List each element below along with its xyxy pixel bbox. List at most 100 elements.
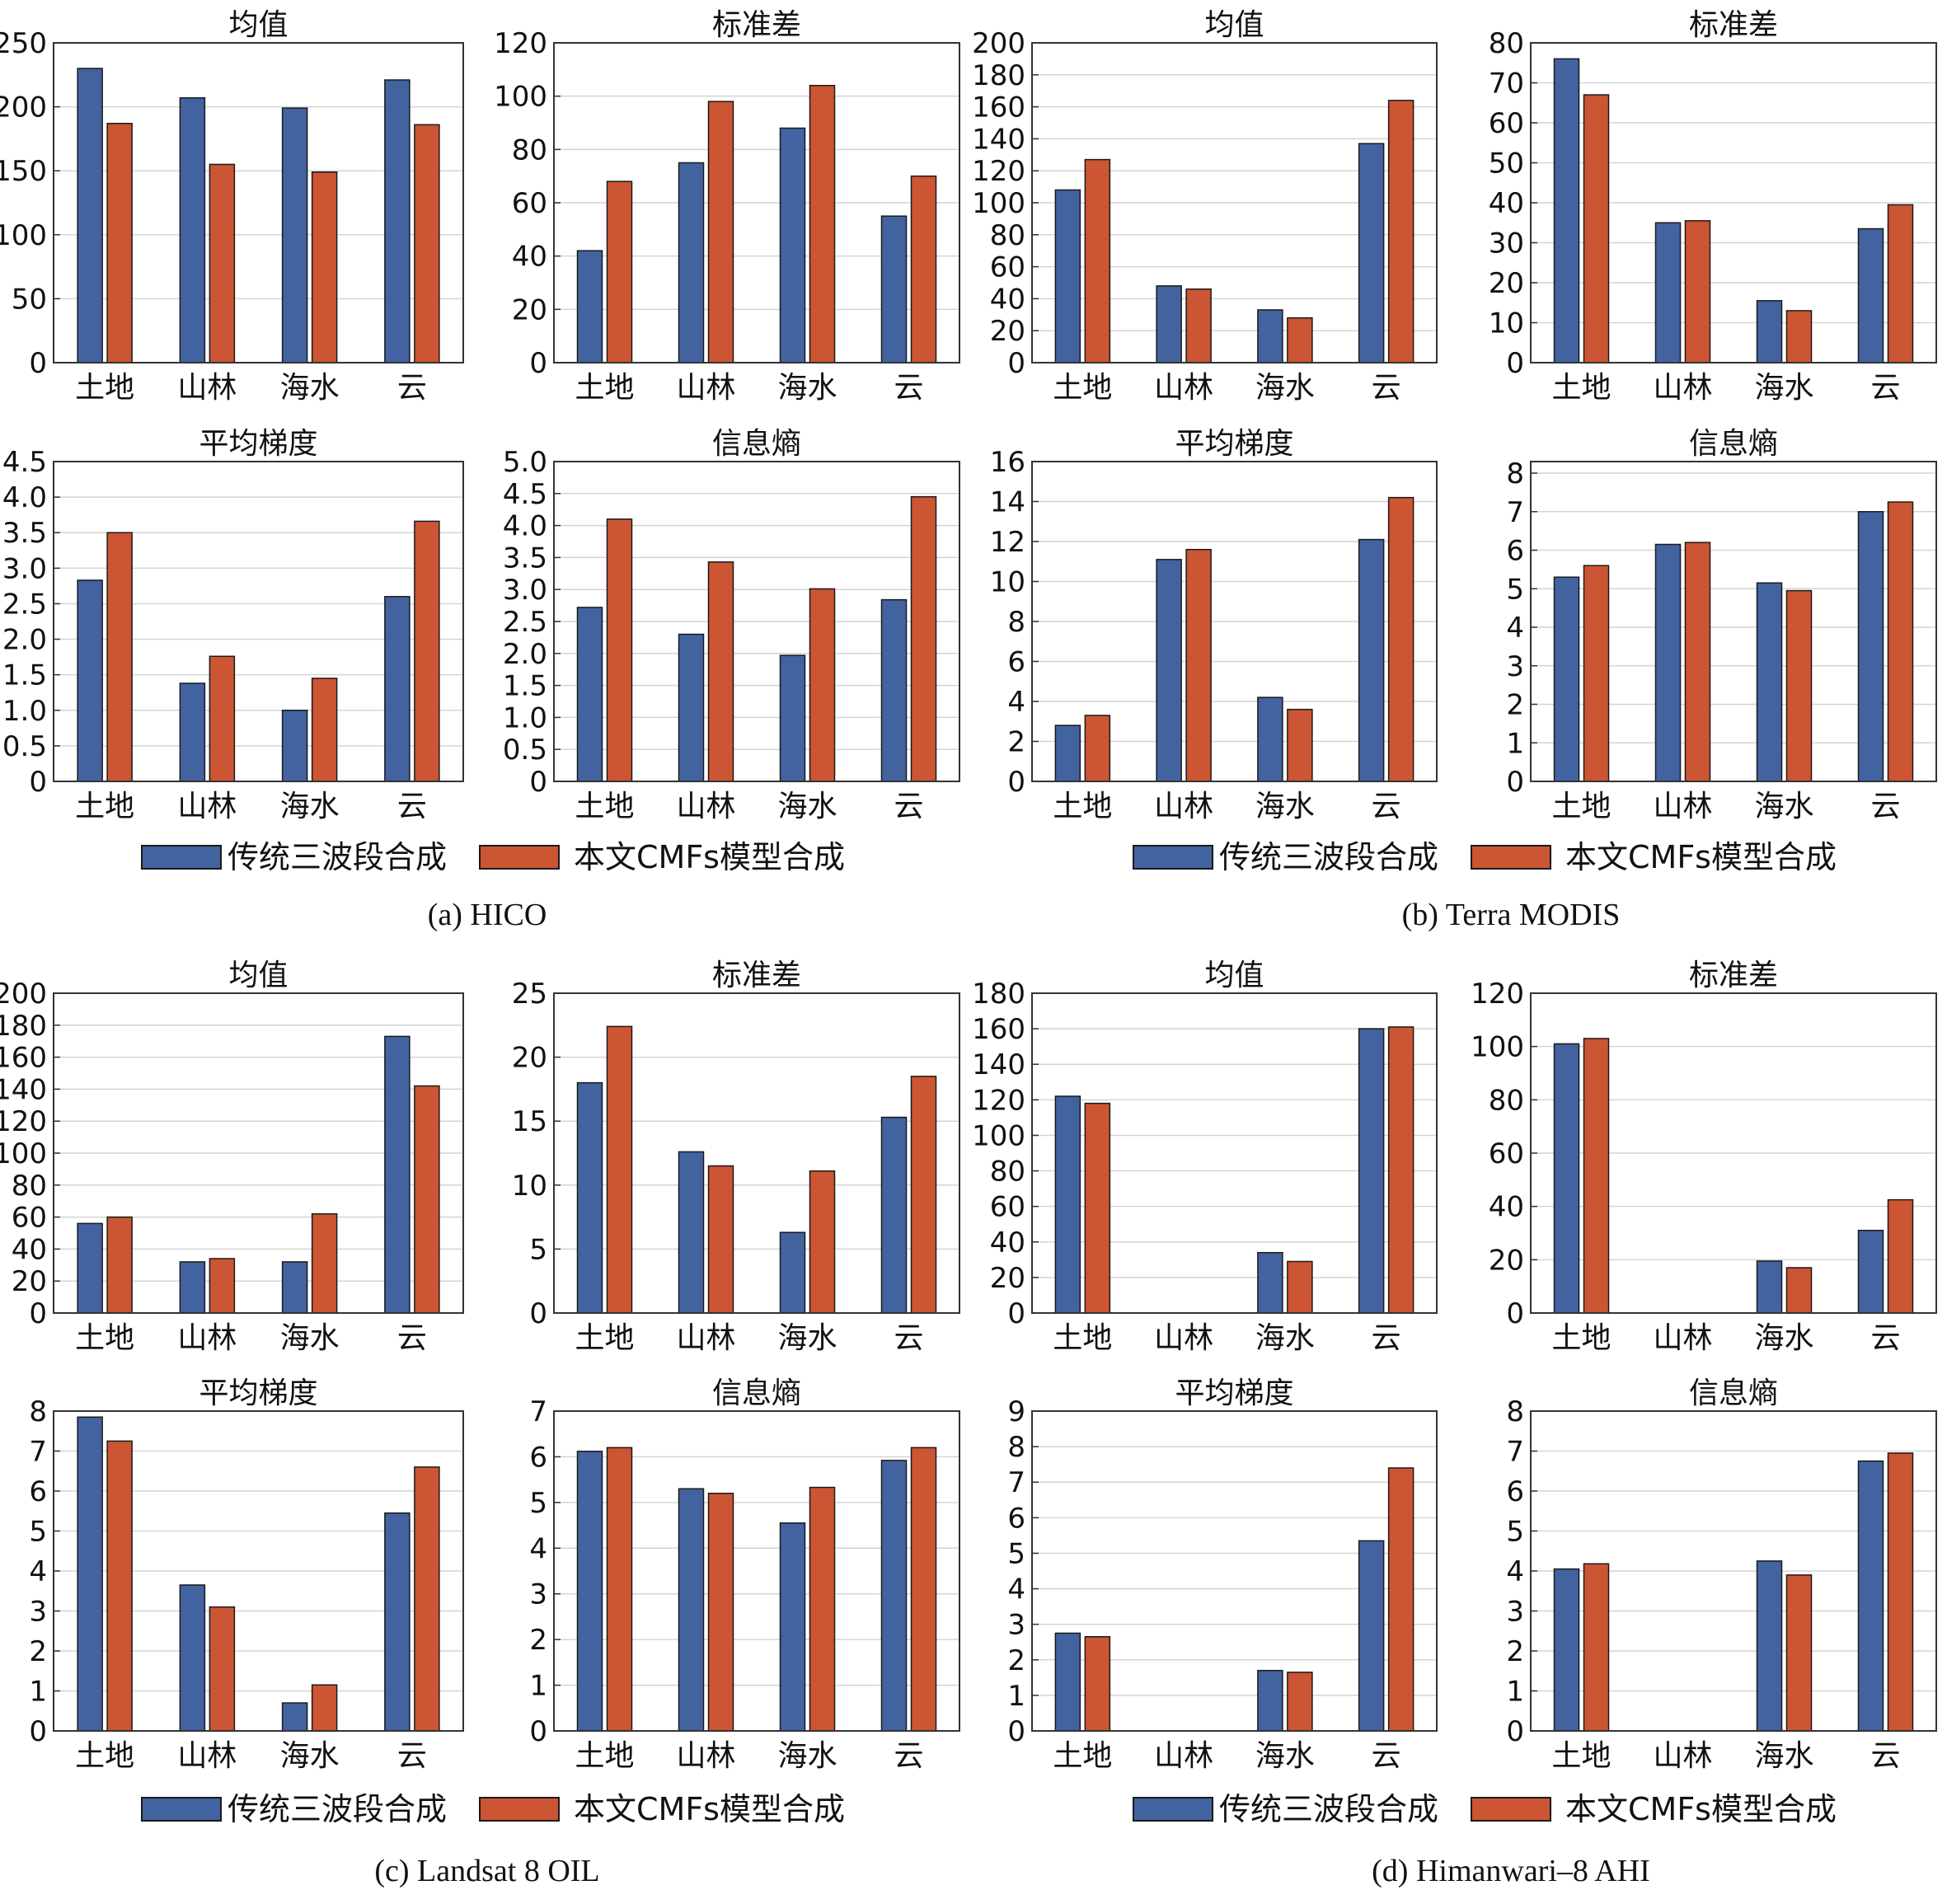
y-tick-label: 0 [529,766,547,799]
chart-title: 平均梯度 [1175,427,1293,461]
y-tick-label: 200 [972,27,1025,60]
y-tick-label: 3 [1506,1596,1524,1629]
bar-cmf [1887,1198,1914,1314]
bar-traditional [678,1151,705,1314]
bar-traditional [77,579,103,782]
bar-traditional [281,107,308,363]
bar-cmf [106,123,133,363]
y-tick-label: 4 [29,1555,47,1588]
y-tick-label: 80 [990,1156,1025,1189]
x-tick-label: 土地 [1053,1739,1112,1773]
x-tick-label: 云 [397,790,427,823]
legend: 传统三波段合成 本文CMFs模型合成 [1133,1791,1837,1827]
y-tick-label: 0 [1506,766,1524,799]
x-tick-label: 土地 [575,1321,634,1355]
x-tick-label: 海水 [777,1321,837,1355]
bar-cmf [1785,1267,1813,1314]
bar-cmf [707,101,734,363]
legend-swatch-traditional [1133,845,1213,870]
chart-13: 信息熵 0 1 2 3 4 5 6 7 土地 山林 海水 云 [529,1376,960,1773]
bar-cmf [606,181,633,363]
y-tick-label: 4 [1506,1555,1524,1588]
plot-frame [553,42,960,363]
y-tick-label: 2 [29,1635,47,1668]
chart-title: 标准差 [1689,8,1778,42]
plot-frame [1530,42,1937,363]
chart-9: 标准差 0 5 10 15 20 25 土地 山林 海水 云 [512,959,960,1355]
plot-frame [53,461,464,782]
y-tick-label: 9 [1007,1395,1025,1428]
bar-traditional [1358,538,1385,782]
x-tick-label: 海水 [777,1739,837,1773]
y-tick-label: 80 [990,219,1025,252]
y-tick-label: 20 [512,1042,547,1075]
y-tick-label: 6 [29,1475,47,1508]
bar-traditional [1358,143,1385,363]
legend-swatch-cmf [479,1797,560,1822]
y-tick-label: 1 [529,1670,547,1703]
y-tick-label: 0 [29,1297,47,1330]
y-tick-label: 1 [1506,1676,1524,1709]
bar-traditional [1857,1230,1884,1314]
plot-frame [1031,992,1438,1314]
y-tick-label: 1 [1506,727,1524,760]
chart-title: 平均梯度 [199,1376,317,1410]
legend-label-traditional: 传统三波段合成 [228,839,447,875]
plot-frame [1530,992,1937,1314]
x-tick-label: 土地 [75,1739,134,1773]
bar-cmf [1583,1563,1610,1732]
y-tick-label: 4.0 [503,510,547,543]
bar-traditional [880,1460,908,1732]
bar-cmf [1084,1102,1111,1314]
y-tick-label: 5 [529,1487,547,1520]
x-tick-label: 山林 [177,1321,237,1355]
y-tick-label: 1.0 [2,695,47,728]
bar-cmf [1084,715,1111,782]
y-tick-label: 1.5 [2,659,47,692]
y-tick-label: 2 [1506,689,1524,722]
x-tick-label: 土地 [575,1739,634,1773]
chart-6: 平均梯度 0 2 4 6 8 10 12 14 16 土地 山林 海水 云 [990,427,1438,823]
bar-traditional [779,1522,806,1732]
bar-traditional [1257,1251,1283,1314]
y-tick-label: 0 [29,1715,47,1748]
y-tick-label: 40 [990,283,1025,316]
y-tick-label: 3 [529,1578,547,1611]
bar-traditional [1756,300,1783,363]
y-tick-label: 2 [1506,1635,1524,1668]
y-tick-label: 40 [512,241,547,274]
y-tick-label: 40 [1489,187,1524,220]
chart-title: 平均梯度 [199,427,317,461]
x-tick-label: 山林 [1653,790,1712,823]
y-tick-label: 0 [1506,1297,1524,1330]
y-tick-label: 100 [494,81,547,114]
y-tick-label: 70 [1489,68,1524,101]
bar-cmf [1583,565,1610,782]
bar-cmf [1387,1467,1415,1732]
y-tick-label: 8 [1007,606,1025,639]
bar-cmf [1387,496,1415,782]
panel-caption: (b) Terra MODIS [1402,898,1621,932]
bar-traditional [179,682,206,782]
y-tick-label: 1 [1007,1680,1025,1713]
x-tick-label: 山林 [1154,371,1213,405]
chart-1: 标准差 0 20 40 60 80 100 120 土地 山林 海水 云 [494,8,960,405]
y-tick-label: 4.0 [2,481,47,514]
x-tick-label: 土地 [1551,371,1611,405]
chart-11: 标准差 0 20 40 60 80 100 120 土地 山林 海水 云 [1471,959,1937,1355]
bar-cmf [1887,1452,1914,1732]
bar-cmf [1887,501,1914,782]
bar-traditional [1553,58,1580,363]
y-tick-label: 180 [972,59,1025,92]
y-tick-label: 4.5 [503,478,547,511]
y-tick-label: 7 [1506,496,1524,529]
bar-traditional [281,1261,308,1314]
x-tick-label: 云 [894,790,923,823]
chart-3: 标准差 0 10 20 30 40 50 60 70 80 土地 山林 海水 云 [1489,8,1937,405]
chart-title: 信息熵 [1689,427,1778,461]
bar-traditional [77,68,103,363]
bar-cmf [1185,288,1212,363]
bar-cmf [414,1466,440,1732]
x-tick-label: 海水 [1754,790,1813,823]
bar-traditional [1553,576,1580,782]
